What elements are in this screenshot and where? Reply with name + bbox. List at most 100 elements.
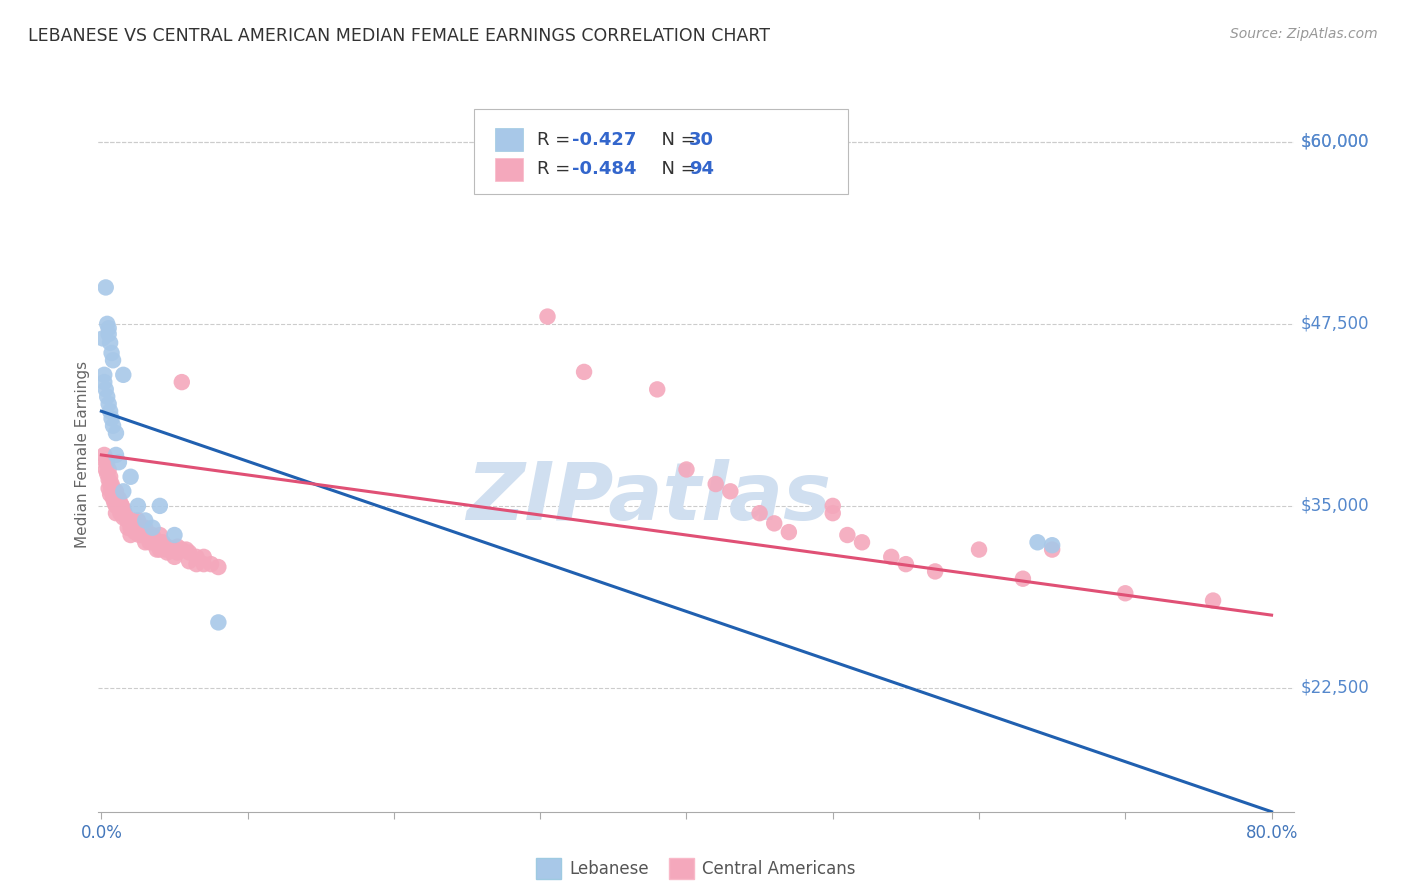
Point	[101, 482, 124, 496]
Point	[193, 549, 215, 564]
Point	[93, 448, 115, 462]
Point	[149, 499, 172, 513]
Point	[166, 540, 188, 554]
Point	[200, 557, 222, 571]
Point	[104, 506, 127, 520]
Point	[98, 404, 121, 418]
Point	[186, 557, 208, 571]
Point	[1202, 593, 1225, 607]
Point	[1040, 542, 1063, 557]
Point	[536, 310, 558, 324]
Point	[131, 521, 153, 535]
Text: 30: 30	[689, 130, 714, 149]
Text: LEBANESE VS CENTRAL AMERICAN MEDIAN FEMALE EARNINGS CORRELATION CHART: LEBANESE VS CENTRAL AMERICAN MEDIAN FEMA…	[28, 27, 770, 45]
Point	[122, 521, 145, 535]
Point	[967, 542, 990, 557]
Point	[207, 615, 229, 630]
Point	[1026, 535, 1049, 549]
Point	[1114, 586, 1136, 600]
Text: -0.427: -0.427	[572, 130, 637, 149]
Point	[1012, 572, 1035, 586]
Point	[179, 545, 201, 559]
Point	[97, 326, 120, 341]
Point	[163, 528, 186, 542]
Point	[128, 528, 150, 542]
Point	[98, 335, 121, 350]
Point	[120, 469, 142, 483]
Point	[174, 542, 197, 557]
Point	[127, 525, 149, 540]
Point	[100, 477, 122, 491]
Point	[193, 557, 215, 571]
Point	[104, 484, 127, 499]
Point	[837, 528, 859, 542]
Point	[120, 521, 142, 535]
Point	[156, 545, 179, 559]
Point	[108, 491, 131, 506]
Point	[110, 506, 132, 520]
Point	[748, 506, 770, 520]
Point	[101, 491, 124, 506]
Point	[112, 501, 135, 516]
Point	[101, 353, 124, 368]
Point	[141, 521, 163, 535]
Point	[96, 455, 118, 469]
Point	[675, 462, 697, 476]
Point	[112, 510, 135, 524]
Point	[97, 473, 120, 487]
Text: $22,500: $22,500	[1301, 679, 1369, 697]
Point	[127, 499, 149, 513]
Point	[134, 521, 156, 535]
Point	[134, 535, 156, 549]
Point	[98, 477, 121, 491]
Point	[894, 557, 917, 571]
Point	[107, 491, 129, 506]
Point	[93, 375, 115, 389]
Text: N =: N =	[650, 161, 702, 178]
Point	[155, 542, 177, 557]
Point	[111, 499, 134, 513]
Point	[98, 469, 121, 483]
Point	[103, 487, 125, 501]
Point	[96, 390, 118, 404]
Point	[122, 513, 145, 527]
Point	[110, 496, 132, 510]
Point	[120, 528, 142, 542]
Point	[112, 368, 135, 382]
Text: $35,000: $35,000	[1301, 497, 1369, 515]
Point	[156, 540, 179, 554]
Point	[170, 542, 193, 557]
Point	[149, 535, 172, 549]
Point	[114, 506, 136, 520]
Point	[98, 487, 121, 501]
Point	[104, 426, 127, 441]
Point	[97, 482, 120, 496]
Text: R =: R =	[537, 161, 576, 178]
Point	[141, 535, 163, 549]
Point	[207, 560, 229, 574]
Text: $60,000: $60,000	[1301, 133, 1369, 151]
Text: -0.484: -0.484	[572, 161, 637, 178]
Point	[146, 535, 169, 549]
Y-axis label: Median Female Earnings: Median Female Earnings	[75, 361, 90, 549]
Point	[163, 542, 186, 557]
Point	[821, 506, 844, 520]
Point	[97, 462, 120, 476]
Point	[645, 383, 668, 397]
Point	[186, 549, 208, 564]
Point	[94, 462, 117, 476]
Point	[100, 484, 122, 499]
Point	[117, 521, 139, 535]
Point	[149, 528, 172, 542]
Point	[94, 455, 117, 469]
Text: Source: ZipAtlas.com: Source: ZipAtlas.com	[1230, 27, 1378, 41]
Point	[100, 411, 122, 425]
Text: ZIPatlas: ZIPatlas	[465, 458, 831, 537]
Text: N =: N =	[650, 130, 702, 149]
Point	[108, 499, 131, 513]
Point	[152, 535, 174, 549]
Point	[112, 484, 135, 499]
Point	[94, 280, 117, 294]
Point	[117, 513, 139, 527]
Point	[704, 477, 727, 491]
